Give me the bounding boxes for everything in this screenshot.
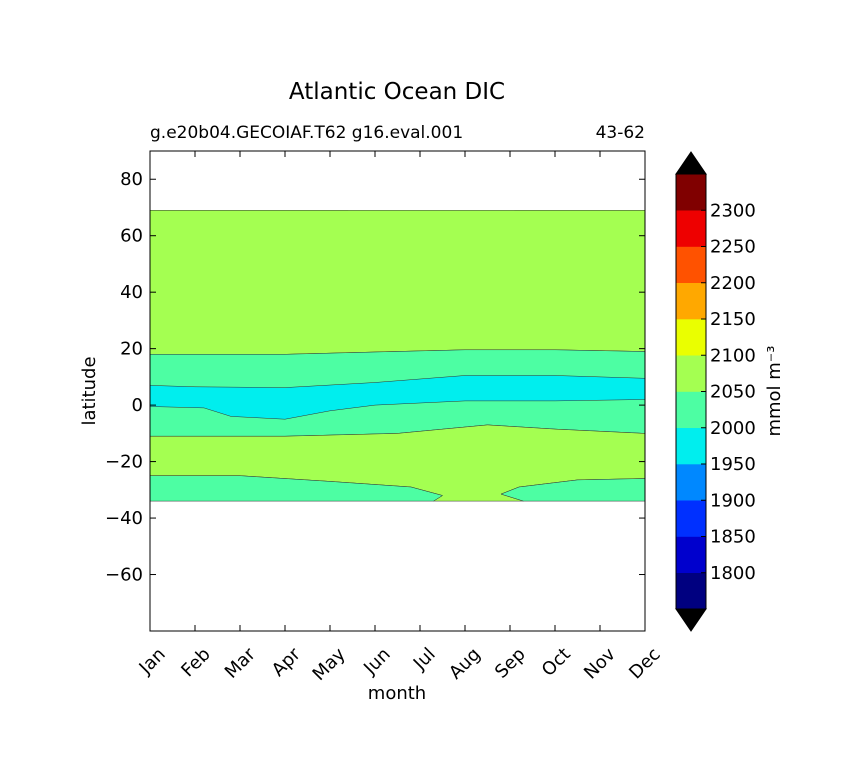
x-tick-label: Oct [538,644,575,681]
colorbar-tick-label: 2150 [710,309,756,330]
colorbar-extend-max [675,151,707,175]
chart-subtitle-left: g.e20b04.GECOIAF.T62 g16.eval.001 [150,123,463,143]
x-tick-label: Sep [491,644,530,683]
colorbar-tick-label: 2100 [710,345,756,366]
x-tick-label: Jun [359,644,394,679]
contour-band-lightgreen-south-left [149,475,444,502]
colorbar-tick-label: 1850 [710,527,756,548]
plot-frame [149,150,646,632]
y-tick-label: −20 [105,452,143,473]
x-tick-label: Mar [221,643,260,682]
contour-band-cyan-eq [149,375,646,420]
contour-bands [149,210,646,502]
colorbar-swatch [676,319,706,356]
colorbar-tick-label: 2250 [710,237,756,258]
chart-title: Atlantic Ocean DIC [289,79,505,105]
y-tick-label: 0 [132,395,143,416]
x-tick-label: May [309,644,350,685]
colorbar-swatch [676,355,706,392]
colorbar-tick-label: 2200 [710,273,756,294]
y-tick-label: 40 [120,282,143,303]
contour-band-green-north [149,210,646,355]
y-tick-label: 80 [120,169,143,190]
x-tick-label: Feb [177,644,214,681]
y-tick-label: −40 [105,508,143,529]
colorbar-extend-min [675,608,707,632]
colorbar-swatch [676,572,706,610]
x-tick-label: Nov [580,644,620,684]
y-tick-label: 60 [120,226,143,247]
colorbar-swatch [676,464,706,501]
x-tick-label: Apr [268,643,305,680]
x-tick-label: Jul [409,644,440,675]
colorbar-tick-label: 1800 [710,563,756,584]
x-tick-label: Jan [135,644,170,679]
colorbar: 1800 1850 1900 1950 2000 2050 2100 2150 2200 2250… [675,151,756,632]
y-tick-label: −60 [105,565,143,586]
colorbar-swatch [676,246,706,283]
x-tick-label: Dec [625,644,664,683]
colorbar-swatch [676,174,706,211]
colorbar-swatch [676,536,706,573]
y-tick-label: 20 [120,339,143,360]
x-tick-label: Aug [445,644,485,684]
x-axis-label: month [368,683,426,704]
colorbar-swatch [676,391,706,428]
colorbar-tick-label: 1950 [710,454,756,475]
y-axis-ticks: 80 60 40 20 0 −20 −40 −60 [105,169,645,586]
colorbar-swatch [676,500,706,537]
colorbar-label: mmol m⁻³ [764,345,785,436]
colorbar-tick-label: 1900 [710,490,756,511]
plot-area: Jan Feb Mar Apr May Jun Jul Aug Sep Oct Nov Dec 80 6… [105,150,665,685]
colorbar-swatch [676,282,706,320]
y-axis-label: latitude [79,356,100,425]
colorbar-swatch [676,210,706,247]
chart-subtitle-right: 43-62 [596,123,645,143]
colorbar-swatch [676,427,706,465]
colorbar-tick-label: 2050 [710,382,756,403]
colorbar-tick-label: 2000 [710,418,756,439]
colorbar-tick-label: 2300 [710,200,756,221]
